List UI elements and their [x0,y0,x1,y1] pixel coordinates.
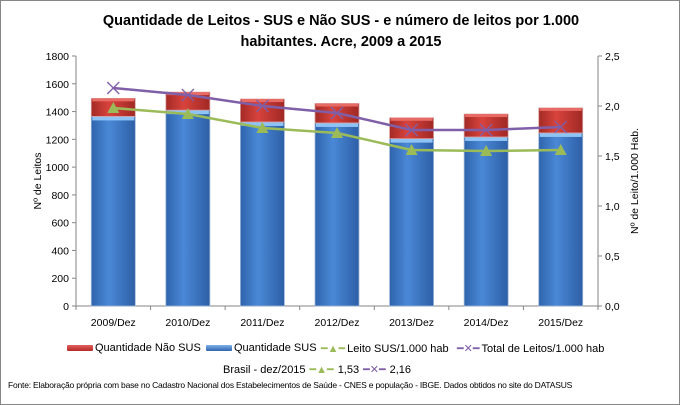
x-tick-label: 2009/Dez [91,317,136,329]
point-triangle [480,145,493,156]
bar-sus [389,138,434,307]
point-x [255,99,269,113]
point-triangle [107,102,120,113]
legend-label: Quantidade SUS [234,342,317,354]
chart-title-line-1: Quantidade de Leitos - SUS e Não SUS - e… [102,13,580,29]
point-x [181,88,195,102]
x-tick-label: 2012/Dez [315,317,360,329]
point-triangle [405,144,418,155]
point-x [554,120,568,134]
chart-title: Quantidade de Leitos - SUS e Não SUS - e… [61,11,621,53]
bar-nao-sus-bevel [465,114,508,118]
x-tick-label: 2013/Dez [389,317,434,329]
point-x [405,123,419,137]
bar-nao-sus-bevel [539,107,582,111]
legend-label: Quantidade Não SUS [95,342,201,354]
legend-line-x-icon: ━✕━ [457,343,480,355]
y-tick-label: 200 [51,273,69,285]
chart-title-line-2: habitantes. Acre, 2009 a 2015 [240,34,442,50]
bar-nao-sus [463,113,509,138]
source-note: Fonte: Elaboração própria com base no Ca… [8,380,573,390]
y2-tick-label: 2,0 [605,101,620,113]
y-tick-label: 1400 [46,107,70,119]
bar-sus-bevel [316,122,358,127]
point-triangle [256,122,269,133]
point-x [330,106,344,120]
bar-nao-sus-bevel [316,103,358,107]
legend-swatch-red [67,345,93,351]
legend-label: Total de Leitos/1.000 hab [481,342,605,355]
bar-sus-bevel [390,138,433,143]
bar-sus-bevel [465,136,508,141]
point-x [479,123,493,137]
reference-sus-value: 1,53 [337,363,360,376]
bar-nao-sus-bevel [390,117,433,121]
y-tick-label: 0 [63,301,69,313]
point-x-stroke [255,99,269,113]
y-tick-label: 1200 [46,134,70,146]
bar-sus [240,121,285,307]
legend-label: Leito SUS/1.000 hab [347,342,449,355]
y2-tick-label: 0,0 [605,301,620,313]
bar-sus [165,109,211,307]
point-x-stroke [405,123,419,137]
point-triangle [181,108,194,119]
y-tick-label: 1600 [46,79,70,91]
legend-swatch-blue [206,345,232,351]
x-tick-label: 2011/Dez [240,317,284,329]
x-tick-label: 2015/Dez [538,317,583,329]
bar-sus [538,132,584,307]
y2-tick-label: 0,5 [605,251,620,263]
y2-tick-label: 1,5 [605,151,620,163]
legend-item-sus: Quantidade SUS [206,342,317,354]
legend-item-total: ━✕━ Total de Leitos/1.000 hab [457,342,605,356]
y2-tick-label: 2,5 [605,51,620,63]
legend-item-nao-sus: Quantidade Não SUS [67,342,201,354]
bar-nao-sus-bevel [166,92,209,96]
y2-tick-label: 1,0 [605,201,620,213]
point-x-stroke [330,106,344,120]
point-x-stroke [554,120,568,134]
reference-total-value: 2,16 [389,363,411,376]
legend-line-triangle-icon: ━▲━ [321,343,346,355]
y-tick-label: 400 [51,245,69,257]
y-tick-label: 1000 [46,162,70,174]
y-tick-label: 800 [51,190,69,202]
y2-axis-title: Nº de Leito/1.000 Hab. [629,128,641,234]
y-tick-label: 1800 [46,51,70,63]
bar-sus [463,136,509,307]
bar-sus [314,122,360,307]
x-tick-label: 2010/Dez [165,317,210,329]
point-triangle [331,127,343,138]
bar-nao-sus [538,107,584,134]
reference-note: Brasil - dez/2015 ━▲━ 1,53 ━✕━ 2,16 [223,363,411,377]
bar-sus-bevel [92,116,135,121]
point-x-stroke [181,88,195,102]
point-triangle [554,144,567,155]
bar-nao-sus-bevel [241,99,284,103]
bar-sus-bevel [539,132,582,137]
y-tick-label: 600 [51,218,69,230]
point-x-stroke [479,123,493,137]
bar-nao-sus [389,117,434,140]
point-x [106,81,120,95]
reference-label: Brasil - dez/2015 [223,363,306,376]
point-x-stroke [106,81,120,95]
bar-nao-sus-bevel [92,98,135,102]
legend-item-leito-sus: ━▲━ Leito SUS/1.000 hab [321,342,449,356]
y-axis-title: Nº de Leitos [32,153,44,210]
x-tick-label: 2014/Dez [464,317,509,329]
reference-x-icon: ━✕━ [363,364,386,376]
reference-triangle-icon: ━▲━ [309,364,334,376]
bar-sus [90,116,136,307]
